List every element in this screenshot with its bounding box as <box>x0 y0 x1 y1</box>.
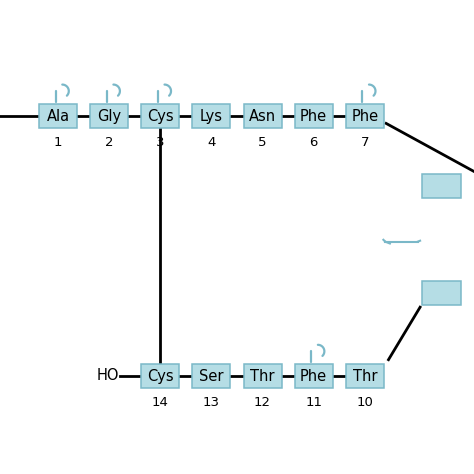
FancyBboxPatch shape <box>141 365 179 389</box>
Text: 13: 13 <box>203 396 220 410</box>
Text: Cys: Cys <box>147 109 173 124</box>
Text: 7: 7 <box>361 136 369 149</box>
Text: Ser: Ser <box>199 369 224 384</box>
Text: Lys: Lys <box>200 109 223 124</box>
FancyBboxPatch shape <box>295 104 333 128</box>
Text: HO: HO <box>97 368 119 383</box>
Text: 4: 4 <box>207 136 216 149</box>
FancyBboxPatch shape <box>244 104 282 128</box>
Text: 3: 3 <box>156 136 164 149</box>
FancyBboxPatch shape <box>192 104 230 128</box>
Text: 11: 11 <box>305 396 322 410</box>
Text: 1: 1 <box>54 136 63 149</box>
Text: 2: 2 <box>105 136 113 149</box>
FancyBboxPatch shape <box>39 104 77 128</box>
Text: Phe: Phe <box>351 109 378 124</box>
FancyBboxPatch shape <box>295 365 333 389</box>
Text: Phe: Phe <box>300 369 327 384</box>
Text: Asn: Asn <box>249 109 276 124</box>
Text: 12: 12 <box>254 396 271 410</box>
Text: Gly: Gly <box>97 109 121 124</box>
Text: 6: 6 <box>310 136 318 149</box>
FancyBboxPatch shape <box>141 104 179 128</box>
Text: Cys: Cys <box>147 369 173 384</box>
FancyBboxPatch shape <box>422 281 461 305</box>
FancyBboxPatch shape <box>346 104 384 128</box>
Text: Ala: Ala <box>46 109 70 124</box>
Text: Phe: Phe <box>300 109 327 124</box>
FancyBboxPatch shape <box>346 365 384 389</box>
FancyBboxPatch shape <box>90 104 128 128</box>
Text: Thr: Thr <box>250 369 275 384</box>
Text: 14: 14 <box>152 396 169 410</box>
Text: 10: 10 <box>356 396 373 410</box>
Text: Thr: Thr <box>353 369 377 384</box>
Text: 5: 5 <box>258 136 267 149</box>
FancyBboxPatch shape <box>422 174 461 198</box>
FancyBboxPatch shape <box>244 365 282 389</box>
FancyBboxPatch shape <box>192 365 230 389</box>
